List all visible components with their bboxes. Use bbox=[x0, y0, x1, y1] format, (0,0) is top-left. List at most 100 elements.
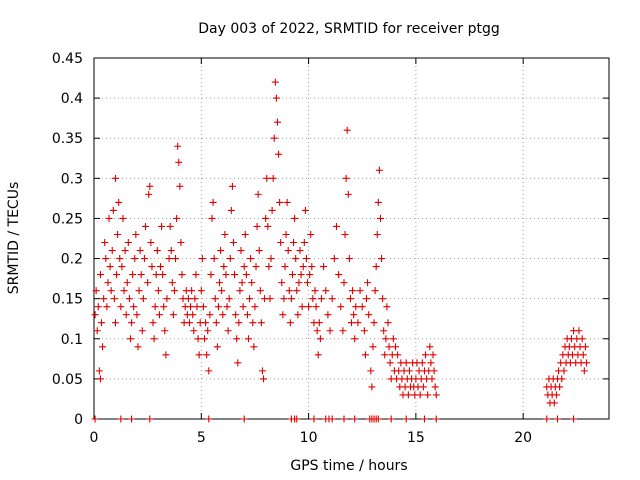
data-point bbox=[383, 303, 391, 311]
data-point bbox=[273, 118, 281, 126]
data-point bbox=[111, 174, 119, 182]
data-point bbox=[98, 319, 106, 327]
data-point bbox=[237, 247, 245, 255]
data-point bbox=[91, 415, 99, 423]
data-point bbox=[178, 271, 186, 279]
data-point bbox=[100, 295, 108, 303]
data-points bbox=[91, 78, 590, 423]
data-point bbox=[299, 263, 307, 271]
data-point bbox=[391, 343, 399, 351]
data-point bbox=[239, 303, 247, 311]
data-point bbox=[130, 303, 138, 311]
data-point bbox=[153, 247, 161, 255]
data-point bbox=[337, 303, 345, 311]
data-point bbox=[301, 206, 309, 214]
data-point bbox=[431, 383, 439, 391]
data-point bbox=[256, 287, 264, 295]
data-point bbox=[123, 279, 131, 287]
data-point bbox=[209, 198, 217, 206]
data-point bbox=[150, 335, 158, 343]
data-point bbox=[351, 415, 359, 423]
data-point bbox=[265, 263, 273, 271]
grid bbox=[94, 58, 609, 419]
data-point bbox=[317, 295, 325, 303]
data-point bbox=[300, 239, 308, 247]
data-point bbox=[381, 351, 389, 359]
data-point bbox=[339, 327, 347, 335]
data-point bbox=[305, 303, 313, 311]
data-point bbox=[106, 263, 114, 271]
data-point bbox=[279, 311, 287, 319]
data-point bbox=[361, 351, 369, 359]
data-point bbox=[386, 359, 394, 367]
data-point bbox=[96, 375, 104, 383]
data-point bbox=[428, 375, 436, 383]
x-axis-label: GPS time / hours bbox=[290, 458, 407, 474]
data-point bbox=[418, 359, 426, 367]
data-point bbox=[379, 295, 387, 303]
data-point bbox=[121, 247, 129, 255]
data-point bbox=[193, 303, 201, 311]
data-point bbox=[293, 287, 301, 295]
data-point bbox=[314, 351, 322, 359]
data-point bbox=[223, 303, 231, 311]
data-point bbox=[157, 263, 165, 271]
y-tick-label: 0 bbox=[74, 412, 83, 428]
data-point bbox=[264, 222, 272, 230]
data-point bbox=[310, 415, 318, 423]
x-tick-label: 10 bbox=[300, 430, 318, 446]
data-point bbox=[316, 335, 324, 343]
data-point bbox=[205, 367, 213, 375]
data-point bbox=[146, 415, 154, 423]
data-point bbox=[96, 271, 104, 279]
data-point bbox=[351, 335, 359, 343]
data-point bbox=[298, 303, 306, 311]
data-point bbox=[134, 343, 142, 351]
data-point bbox=[158, 222, 166, 230]
data-point bbox=[582, 359, 590, 367]
data-point bbox=[166, 222, 174, 230]
data-point bbox=[177, 239, 185, 247]
data-point bbox=[242, 271, 250, 279]
data-point bbox=[266, 295, 274, 303]
data-point bbox=[387, 415, 395, 423]
data-point bbox=[125, 295, 133, 303]
data-point bbox=[145, 190, 153, 198]
data-point bbox=[221, 230, 229, 238]
data-point bbox=[294, 311, 302, 319]
data-point bbox=[185, 319, 193, 327]
data-point bbox=[172, 255, 180, 263]
data-point bbox=[429, 351, 437, 359]
data-point bbox=[368, 383, 376, 391]
data-point bbox=[128, 319, 136, 327]
data-point bbox=[373, 230, 381, 238]
data-point bbox=[270, 134, 278, 142]
data-point bbox=[240, 415, 248, 423]
data-point bbox=[288, 271, 296, 279]
data-point bbox=[374, 198, 382, 206]
data-point bbox=[272, 94, 280, 102]
data-point bbox=[550, 399, 558, 407]
data-point bbox=[328, 415, 336, 423]
data-point bbox=[271, 78, 279, 86]
data-point bbox=[262, 214, 270, 222]
y-tick-label: 0.4 bbox=[61, 91, 83, 107]
data-point bbox=[276, 198, 284, 206]
data-point bbox=[169, 311, 177, 319]
data-point bbox=[370, 319, 378, 327]
data-point bbox=[364, 279, 372, 287]
data-point bbox=[343, 126, 351, 134]
data-point bbox=[104, 279, 112, 287]
y-tick-label: 0.1 bbox=[61, 332, 83, 348]
data-point bbox=[416, 391, 424, 399]
data-point bbox=[322, 287, 330, 295]
data-point bbox=[247, 255, 255, 263]
data-point bbox=[213, 343, 221, 351]
data-point bbox=[152, 271, 160, 279]
data-point bbox=[131, 255, 139, 263]
data-point bbox=[129, 271, 137, 279]
data-point bbox=[580, 367, 588, 375]
data-point bbox=[192, 271, 200, 279]
data-point bbox=[254, 190, 262, 198]
